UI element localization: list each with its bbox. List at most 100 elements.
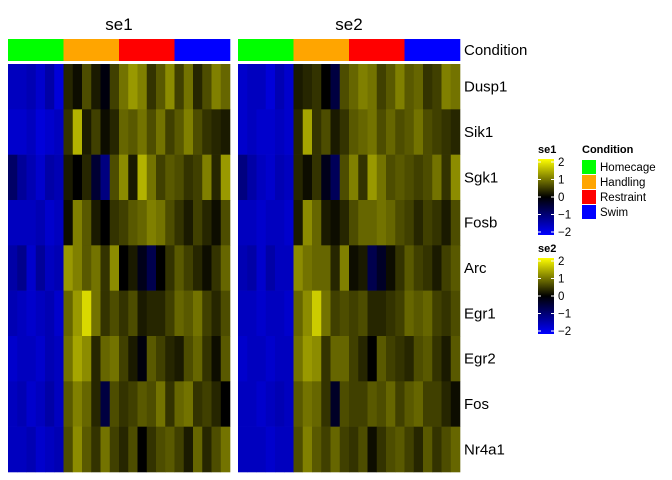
heatmap-cell bbox=[174, 109, 185, 155]
color-scale-tick-label: 1 bbox=[558, 175, 564, 187]
heatmap-cell bbox=[82, 336, 92, 382]
heatmap-cell bbox=[45, 109, 55, 155]
heatmap-cell bbox=[367, 109, 378, 155]
heatmap-cell bbox=[413, 154, 424, 201]
heatmap-cell bbox=[72, 200, 83, 246]
heatmap-cell bbox=[17, 290, 27, 337]
heatmap-cell bbox=[275, 200, 285, 246]
heatmap-cell bbox=[174, 426, 185, 473]
heatmap-cell bbox=[8, 109, 18, 155]
heatmap-cell bbox=[302, 381, 313, 427]
heatmap-cell bbox=[432, 290, 442, 337]
heatmap-cell bbox=[220, 109, 231, 155]
heatmap-cell bbox=[247, 336, 257, 382]
heatmap-cell bbox=[193, 336, 203, 382]
heatmap-cell bbox=[119, 290, 129, 337]
color-scale-tick-label: 1 bbox=[558, 274, 564, 286]
heatmap-cell bbox=[238, 290, 248, 337]
heatmap-cell bbox=[119, 426, 129, 473]
gene-label: Sik1 bbox=[464, 124, 493, 141]
heatmap-cell bbox=[404, 426, 415, 473]
heatmap-cell bbox=[202, 154, 212, 201]
heatmap-cell bbox=[432, 64, 442, 110]
heatmap-cell bbox=[339, 245, 350, 291]
heatmap-cell bbox=[82, 64, 92, 110]
heatmap-cell bbox=[91, 109, 101, 155]
heatmap-cell bbox=[220, 336, 231, 382]
heatmap-cell bbox=[275, 336, 285, 382]
heatmap-cell bbox=[63, 290, 74, 337]
heatmap-cell bbox=[72, 64, 83, 110]
heatmap-cell bbox=[321, 200, 331, 246]
heatmap-cell bbox=[183, 381, 194, 427]
heatmap-cell bbox=[91, 290, 101, 337]
heatmap-cell bbox=[35, 200, 46, 246]
heatmap-cell bbox=[109, 200, 120, 246]
heatmap-cell bbox=[119, 336, 129, 382]
heatmap-cell bbox=[156, 64, 166, 110]
gene-label: Nr4a1 bbox=[464, 441, 505, 458]
heatmap-cell bbox=[8, 64, 18, 110]
heatmap-cell bbox=[247, 245, 257, 291]
heatmap-cell bbox=[165, 245, 175, 291]
heatmap-cell bbox=[8, 290, 18, 337]
heatmap-cell bbox=[367, 245, 378, 291]
heatmap-cell bbox=[63, 381, 74, 427]
heatmap-cell bbox=[174, 336, 185, 382]
heatmap-cell bbox=[17, 154, 27, 201]
heatmap-cell bbox=[312, 336, 322, 382]
heatmap-cell bbox=[146, 64, 157, 110]
heatmap-cell bbox=[26, 245, 37, 291]
heatmap-cell bbox=[450, 290, 461, 337]
legend-label-restraint: Restraint bbox=[600, 192, 647, 204]
heatmap-cell bbox=[339, 381, 350, 427]
heatmap-cell bbox=[386, 64, 396, 110]
annotation-label: Condition bbox=[464, 42, 527, 59]
heatmap-cell bbox=[275, 381, 285, 427]
gene-label: Egr1 bbox=[464, 305, 496, 322]
heatmap-cell bbox=[202, 200, 212, 246]
heatmap-cell bbox=[256, 109, 267, 155]
heatmap-cell bbox=[109, 336, 120, 382]
condition-annotation-bar-se2 bbox=[238, 39, 461, 61]
heatmap-cell bbox=[284, 245, 294, 291]
heatmap-cell bbox=[211, 200, 222, 246]
heatmap-cell bbox=[376, 290, 387, 337]
heatmap-cell bbox=[146, 290, 157, 337]
heatmap-cell bbox=[174, 64, 185, 110]
heatmap-cell bbox=[91, 426, 101, 473]
condition-legend: Condition Homecage Handling Restraint Swim bbox=[582, 144, 656, 219]
heatmap-cell bbox=[302, 200, 313, 246]
heatmap-cell bbox=[202, 64, 212, 110]
color-scale-tick-label: 0 bbox=[558, 192, 564, 204]
heatmap-cell bbox=[312, 245, 322, 291]
heatmap-cell bbox=[174, 154, 185, 201]
heatmap-cell bbox=[284, 426, 294, 473]
heatmap-cell bbox=[146, 336, 157, 382]
heatmap-cell bbox=[146, 245, 157, 291]
color-scale-title: se1 bbox=[538, 144, 556, 156]
heatmap-cell bbox=[284, 64, 294, 110]
heatmap-cell bbox=[119, 245, 129, 291]
heatmap-cell bbox=[26, 109, 37, 155]
heatmap-cell bbox=[35, 154, 46, 201]
heatmap-cell bbox=[321, 154, 331, 201]
heatmap-cell bbox=[386, 290, 396, 337]
heatmap-cell bbox=[413, 64, 424, 110]
heatmap-cell bbox=[137, 336, 148, 382]
heatmap-cell bbox=[45, 245, 55, 291]
heatmap-cell bbox=[441, 245, 452, 291]
heatmap-cell bbox=[193, 64, 203, 110]
heatmap-cell bbox=[395, 426, 405, 473]
heatmap-cell bbox=[432, 381, 442, 427]
heatmap-cell bbox=[423, 245, 433, 291]
heatmap-cell bbox=[293, 290, 304, 337]
heatmap-cell bbox=[284, 381, 294, 427]
heatmap-cell bbox=[413, 245, 424, 291]
panel-title-se1: se1 bbox=[105, 15, 132, 34]
heatmap-cell bbox=[202, 381, 212, 427]
heatmap-cell bbox=[358, 336, 368, 382]
heatmap-cell bbox=[146, 426, 157, 473]
